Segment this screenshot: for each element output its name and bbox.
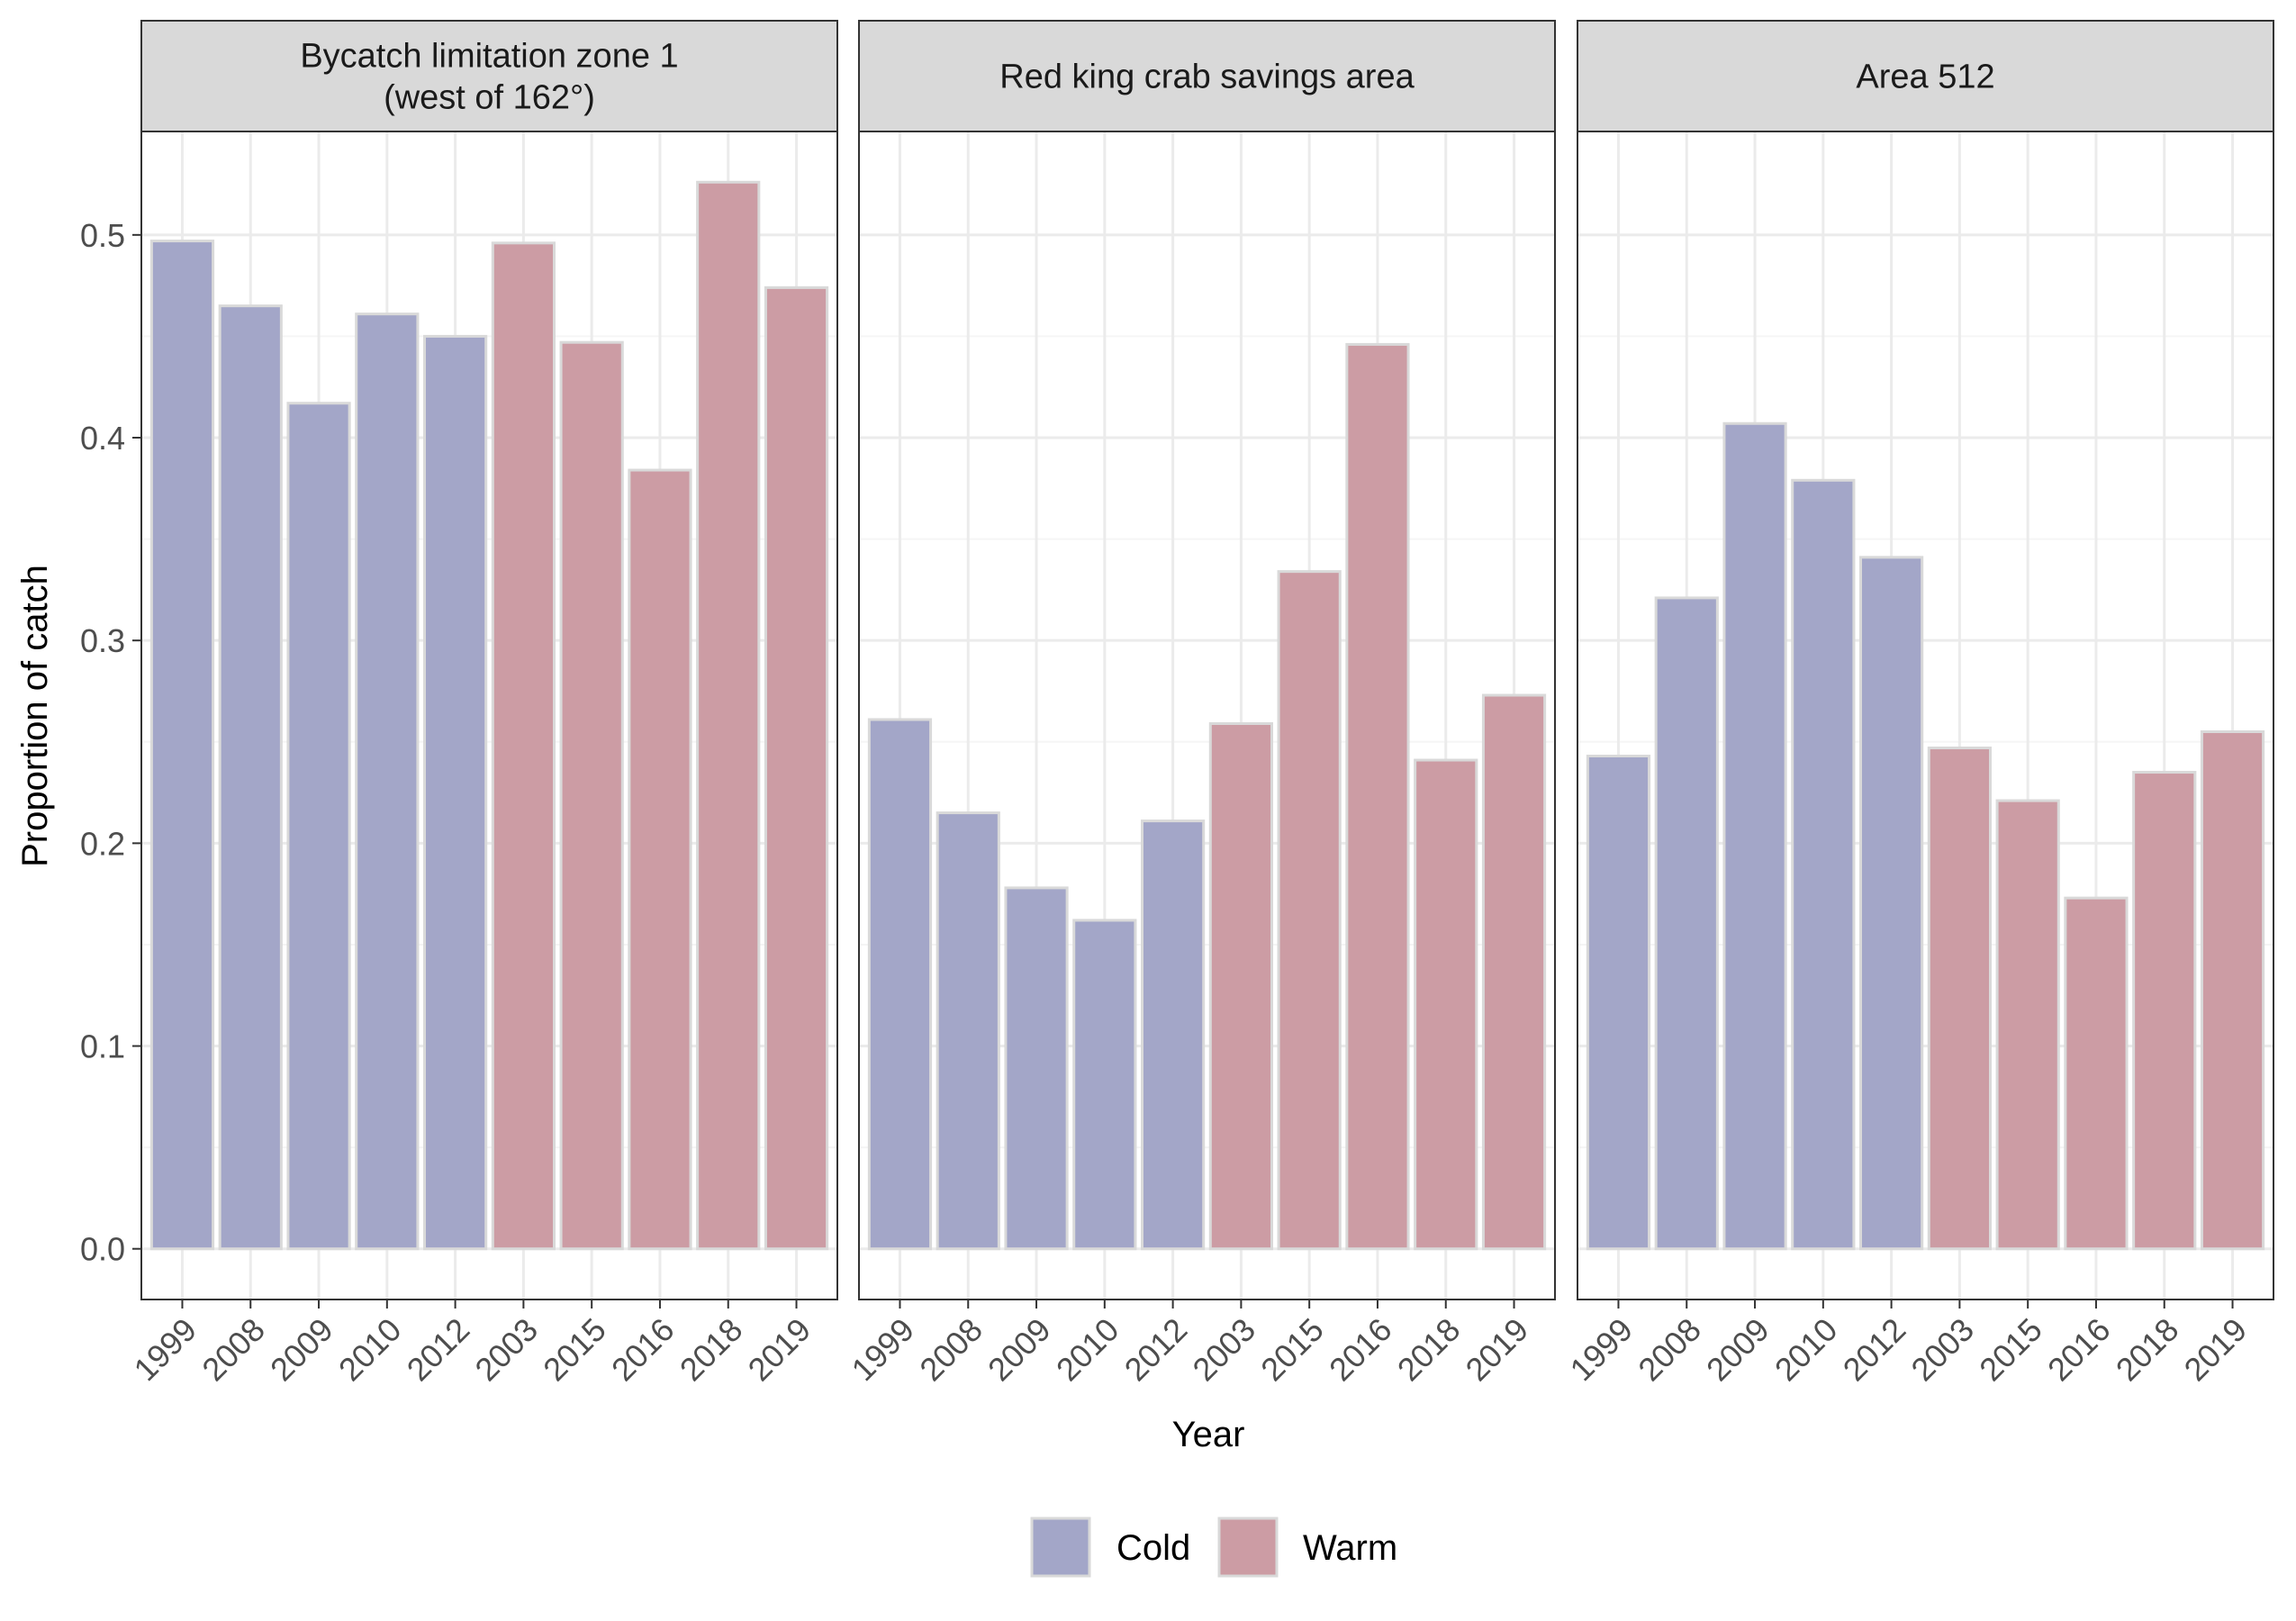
- bar: [1072, 919, 1137, 1251]
- y-tick-label: 0.1: [80, 1028, 125, 1065]
- bar: [1859, 556, 1924, 1251]
- facet-title: Area 512: [1856, 59, 1994, 96]
- x-tick-label: 2009: [1699, 1311, 1776, 1389]
- bar: [1208, 722, 1273, 1251]
- bar: [1141, 820, 1206, 1251]
- bar: [1654, 596, 1719, 1251]
- bar: [149, 240, 215, 1251]
- facet-strip: [1577, 20, 2274, 132]
- bar: [1995, 799, 2060, 1251]
- y-tick-label: 0.3: [80, 622, 125, 659]
- x-tick-label: 2019: [1459, 1311, 1536, 1389]
- y-tick-label: 0.4: [80, 420, 125, 457]
- bar: [936, 811, 1000, 1251]
- y-axis: 0.0 0.1 0.2 0.3 0.4 0.5: [80, 217, 141, 1268]
- bar: [355, 312, 420, 1251]
- bar: [2064, 896, 2129, 1251]
- x-tick-label: 1999: [127, 1311, 204, 1389]
- facet-panel: Bycatch limitation zone 1(west of 162°) 1…: [127, 20, 838, 1389]
- x-tick-label: 1999: [1563, 1311, 1641, 1389]
- x-tick-label: 2008: [194, 1311, 272, 1389]
- x-tick-label: 2015: [1972, 1311, 2049, 1389]
- bar: [491, 241, 556, 1251]
- x-tick-label: 2016: [1322, 1311, 1399, 1389]
- x-tick-label: 2012: [400, 1311, 477, 1389]
- legend: Cold Warm: [1030, 1517, 1397, 1578]
- bar: [1927, 747, 1992, 1251]
- x-tick-label: 2016: [604, 1311, 682, 1389]
- x-axis-title: Year: [1172, 1415, 1245, 1454]
- x-tick-label: 1999: [845, 1311, 922, 1389]
- bar: [1277, 570, 1342, 1251]
- x-tick-label: 2018: [673, 1311, 750, 1389]
- x-tick-label: 2009: [981, 1311, 1058, 1389]
- panel-border: [140, 131, 838, 1300]
- bar: [1414, 758, 1478, 1251]
- legend-key: [1217, 1517, 1279, 1578]
- y-axis-title: Proportion of catch: [15, 565, 55, 867]
- bar: [1345, 342, 1410, 1251]
- x-tick-label: 2008: [912, 1311, 990, 1389]
- bar: [764, 285, 829, 1251]
- bar: [1791, 478, 1856, 1251]
- facet-strip: [858, 20, 1556, 132]
- bar: [1586, 755, 1651, 1251]
- facet-panels: Bycatch limitation zone 1(west of 162°) 1…: [127, 20, 2274, 1389]
- facet-title: Red king crab savings area: [999, 59, 1415, 96]
- panel-border: [858, 131, 1556, 1300]
- x-tick-label: 2018: [2109, 1311, 2186, 1389]
- x-tick-label: 2016: [2040, 1311, 2118, 1389]
- bar: [218, 304, 283, 1251]
- bar: [2200, 730, 2265, 1251]
- x-tick-label: 2015: [1253, 1311, 1331, 1389]
- x-tick-label: 2003: [1903, 1311, 1981, 1389]
- legend-label: Cold: [1116, 1528, 1190, 1568]
- x-tick-label: 2010: [1767, 1311, 1845, 1389]
- x-tick-label: 2015: [536, 1311, 613, 1389]
- legend-key: [1030, 1517, 1091, 1578]
- bar: [559, 340, 624, 1251]
- bar: [1004, 886, 1069, 1251]
- y-tick-label: 0.0: [80, 1231, 125, 1268]
- bar: [423, 334, 488, 1251]
- bar: [286, 402, 351, 1251]
- bar: [628, 468, 692, 1251]
- y-tick-label: 0.2: [80, 825, 125, 862]
- x-tick-label: 2010: [1049, 1311, 1126, 1389]
- bar: [1722, 421, 1787, 1251]
- bar: [867, 718, 933, 1251]
- x-tick-label: 2019: [2177, 1311, 2255, 1389]
- facet-title: Bycatch limitation zone 1: [300, 38, 678, 76]
- x-tick-label: 2003: [467, 1311, 545, 1389]
- bar: [2132, 771, 2197, 1251]
- bar: [1481, 693, 1547, 1251]
- x-tick-label: 2009: [263, 1311, 340, 1389]
- panel-border: [1577, 131, 2274, 1300]
- x-tick-label: 2018: [1390, 1311, 1468, 1389]
- x-tick-label: 2012: [1836, 1311, 1913, 1389]
- x-tick-label: 2003: [1185, 1311, 1262, 1389]
- facet-title: (west of 162°): [384, 79, 595, 117]
- facet-panel: Area 512 19992008200920102012200320152016…: [1563, 20, 2274, 1389]
- y-tick-label: 0.5: [80, 217, 125, 254]
- x-tick-label: 2019: [741, 1311, 818, 1389]
- bar: [696, 180, 761, 1251]
- x-tick-label: 2012: [1117, 1311, 1195, 1389]
- facet-panel: Red king crab savings area19992008200920…: [845, 20, 1556, 1389]
- legend-label: Warm: [1303, 1528, 1397, 1568]
- x-tick-label: 2008: [1631, 1311, 1708, 1389]
- x-tick-label: 2010: [331, 1311, 409, 1389]
